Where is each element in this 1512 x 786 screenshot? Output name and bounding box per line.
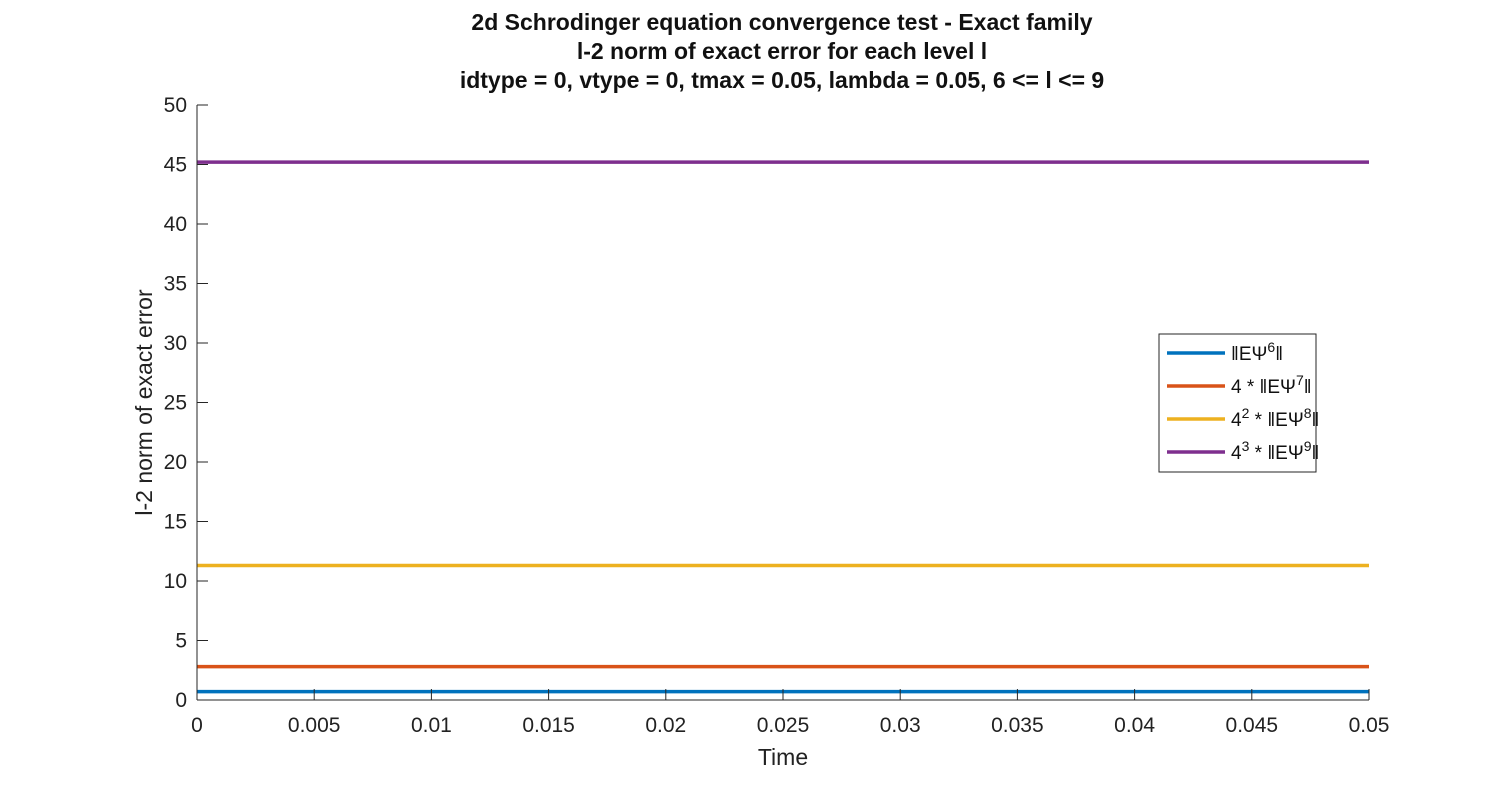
x-tick-label: 0.045 [1226,714,1279,737]
legend-entry-label: 43 * ‖EΨ9‖ [1231,438,1319,464]
x-axis-ticks: 0 0.005 0.01 0.015 0.02 0.025 0.03 0.035 0.04 0.0… [191,689,1389,737]
y-axis-label: l-2 norm of exact error [131,289,157,516]
x-tick-label: 0.035 [991,714,1044,737]
chart-title: 2d Schrodinger equation convergence test… [460,9,1104,93]
legend-text-part: 3 [1242,438,1250,454]
legend-norm-open: ‖EΨ [1231,344,1267,365]
legend-text-part: 4 [1231,443,1242,464]
legend-text-part: * [1242,377,1260,398]
x-axis-label: Time [758,744,808,770]
x-tick-label: 0.05 [1349,714,1390,737]
legend-entry-label: 42 * ‖EΨ8‖ [1231,405,1319,431]
legend-box [1158,333,1317,473]
x-tick-label: 0.01 [411,714,452,737]
y-tick-label: 40 [164,213,187,236]
legend-norm-close: ‖ [1304,377,1312,398]
y-tick-label: 25 [164,392,187,415]
x-tick-label: 0.02 [645,714,686,737]
x-tick-label: 0.005 [288,714,341,737]
legend-norm-close: ‖ [1312,443,1320,464]
y-tick-label: 30 [164,332,187,355]
y-tick-label: 20 [164,451,187,474]
legend-text-part: 4 [1231,377,1242,398]
y-tick-label: 5 [175,630,187,653]
legend-text-part: 4 [1231,410,1242,431]
chart-title-line: 2d Schrodinger equation convergence test… [471,9,1092,35]
x-tick-label: 0.04 [1114,714,1155,737]
chart-title-line: idtype = 0, vtype = 0, tmax = 0.05, lamb… [460,67,1104,93]
y-tick-label: 35 [164,273,187,296]
legend-text-part: 6 [1267,339,1275,355]
legend-text-part: 7 [1296,372,1304,388]
y-tick-label: 15 [164,511,187,534]
y-tick-label: 10 [164,570,187,593]
y-tick-label: 50 [164,94,187,117]
legend-norm-close: ‖ [1275,344,1283,365]
chart-title-line: l-2 norm of exact error for each level l [577,38,987,64]
x-tick-label: 0.025 [757,714,810,737]
legend-text-part: * [1249,443,1267,464]
legend-norm-open: ‖EΨ [1260,377,1296,398]
y-tick-label: 0 [175,689,187,712]
x-tick-label: 0 [191,714,203,737]
legend-entry-label: ‖EΨ6‖ [1231,339,1283,365]
legend-text-part: * [1249,410,1267,431]
x-tick-label: 0.03 [880,714,921,737]
legend-text-part: 2 [1242,405,1250,421]
legend: ‖EΨ6‖4 * ‖EΨ7‖42 * ‖EΨ8‖43 * ‖EΨ9‖ [1158,333,1319,473]
legend-norm-close: ‖ [1312,410,1320,431]
legend-text-part: 8 [1304,405,1312,421]
legend-entry-label: 4 * ‖EΨ7‖ [1231,372,1312,398]
y-tick-label: 45 [164,154,187,177]
x-tick-label: 0.015 [522,714,575,737]
y-axis-ticks: 0 5 10 15 20 25 30 35 40 45 50 [164,94,208,712]
legend-norm-open: ‖EΨ [1267,410,1303,431]
legend-text-part: 9 [1304,438,1312,454]
legend-norm-open: ‖EΨ [1267,443,1303,464]
